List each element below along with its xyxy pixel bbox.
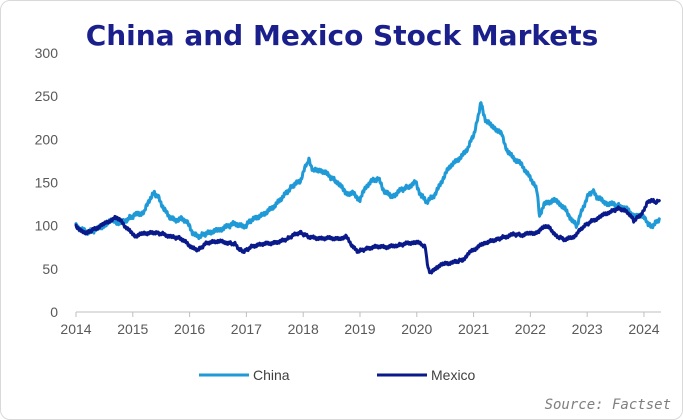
y-tick-label: 0 [50, 304, 58, 320]
x-tick-label: 2017 [231, 321, 262, 337]
legend-label-china: China [253, 367, 290, 383]
x-tick-label: 2016 [174, 321, 205, 337]
x-tick-label: 2021 [458, 321, 489, 337]
y-tick-label: 200 [35, 131, 59, 147]
legend: China Mexico [199, 367, 476, 383]
x-tick-label: 2020 [401, 321, 432, 337]
legend-label-mexico: Mexico [431, 367, 476, 383]
x-tick-label: 2022 [515, 321, 546, 337]
source-note: Source: Factset [545, 397, 671, 413]
chart-title: China and Mexico Stock Markets [86, 19, 599, 52]
x-tick-label: 2023 [572, 321, 603, 337]
series-layer [74, 101, 661, 275]
series-line-china [74, 101, 661, 241]
x-tick-label: 2024 [628, 321, 659, 337]
y-tick-label: 250 [35, 88, 59, 104]
y-tick-label: 100 [35, 218, 59, 234]
x-tick-label: 2019 [344, 321, 375, 337]
y-tick-label: 300 [35, 45, 59, 61]
x-tick-label: 2015 [117, 321, 148, 337]
x-tick-label: 2014 [60, 321, 91, 337]
axes: 2014 2015 2016 2017 2018 2019 2020 2021 2022 2023… [35, 45, 661, 337]
x-tick-label: 2018 [288, 321, 319, 337]
y-tick-label: 150 [35, 175, 59, 191]
y-tick-label: 50 [42, 261, 58, 277]
series-line-mexico [74, 198, 661, 275]
